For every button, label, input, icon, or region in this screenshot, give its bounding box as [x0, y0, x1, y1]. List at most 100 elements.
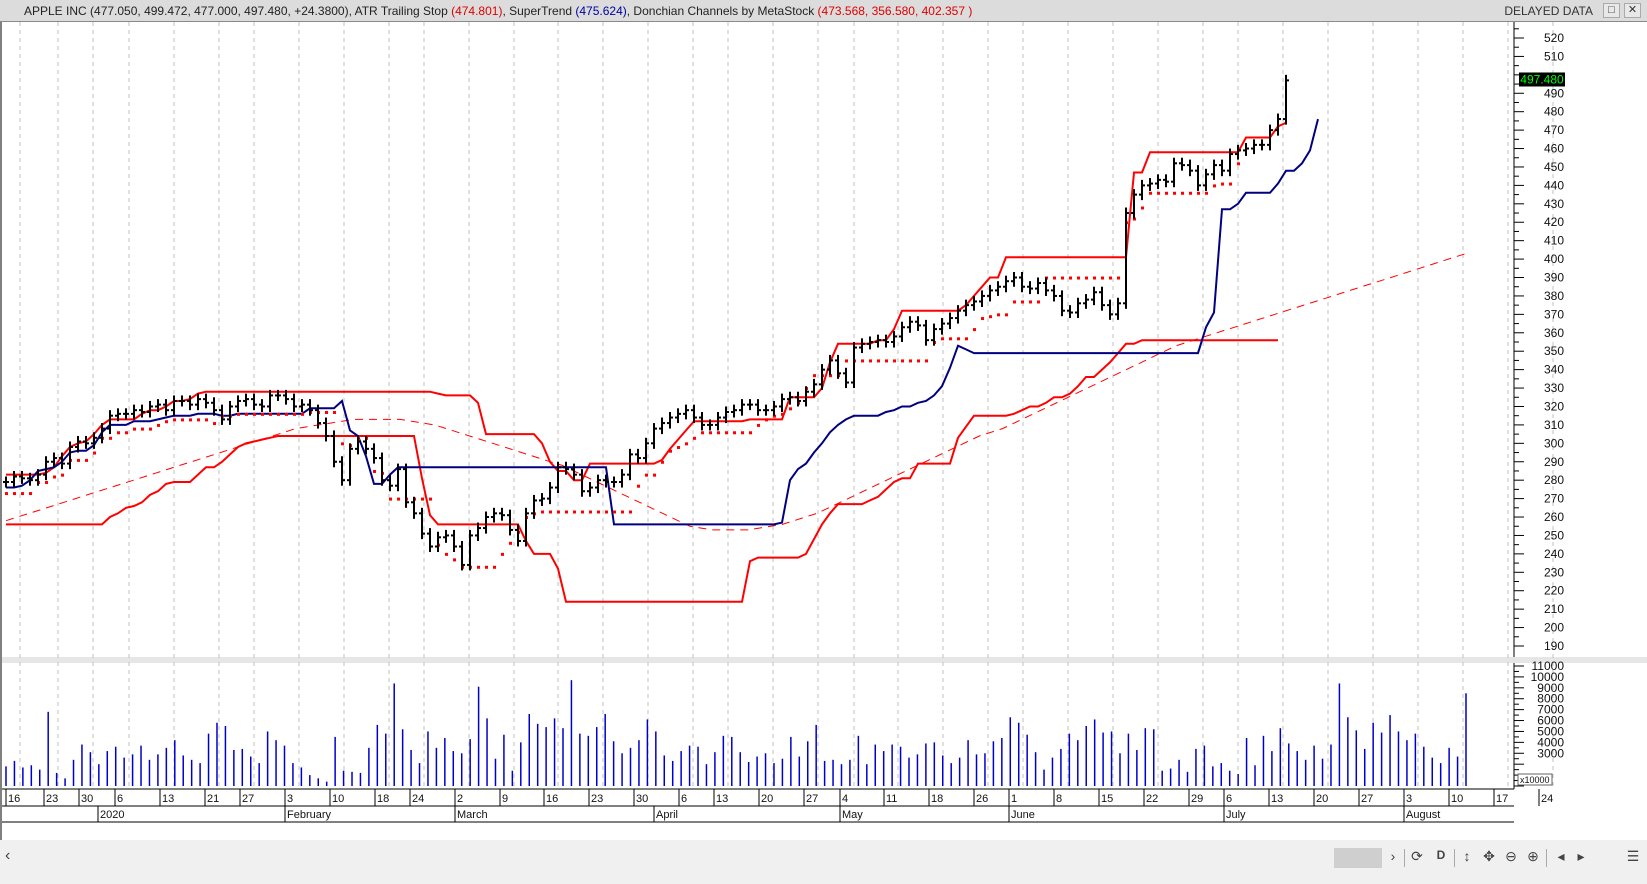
atr-stop-dot	[709, 431, 712, 435]
price-tick-label: 400	[1544, 252, 1564, 266]
atr-stop-dot	[277, 412, 280, 416]
month-label: August	[1406, 809, 1440, 821]
atr-stop-dot	[861, 359, 864, 363]
price-panel	[2, 22, 1514, 657]
refresh-icon[interactable]: ⟳	[1411, 848, 1423, 864]
atr-stop-dot	[261, 412, 264, 416]
day-label: 16	[546, 793, 558, 805]
restore-icon[interactable]: □	[1603, 3, 1620, 18]
day-label: 6	[1226, 793, 1232, 805]
close-icon[interactable]: ✕	[1624, 3, 1641, 18]
atr-stop-dot	[669, 449, 672, 453]
atr-stop-dot	[789, 407, 792, 411]
atr-stop-dot	[877, 359, 880, 363]
atr-stop-dot	[645, 473, 648, 477]
price-tick-label: 330	[1544, 381, 1564, 395]
supertrend-value: (475.624)	[575, 4, 627, 18]
pan-icon[interactable]: ✥	[1483, 848, 1495, 864]
atr-stop-dot	[181, 418, 184, 422]
last-price-value: 497.480	[1520, 72, 1564, 86]
donchian-upper-line	[6, 121, 1287, 482]
price-tick-label: 340	[1544, 363, 1564, 377]
atr-stop-dot	[1237, 162, 1240, 166]
atr-stop-dot	[1013, 300, 1016, 304]
day-label: 21	[207, 793, 219, 805]
donchian-value: (473.568, 356.580, 402.357 )	[817, 4, 973, 18]
atr-stop-dot	[685, 442, 688, 446]
atr-stop-dot	[893, 359, 896, 363]
panel-splitter	[2, 657, 1647, 663]
zoom-out-icon[interactable]: ⊖	[1505, 848, 1517, 864]
supertrend-line	[6, 118, 1319, 526]
day-label: 30	[636, 793, 648, 805]
month-label: June	[1011, 809, 1035, 821]
price-tick-label: 420	[1544, 215, 1564, 229]
atr-stop-dot	[165, 420, 168, 424]
menu-icon[interactable]: ☰	[1626, 848, 1640, 864]
volume-tick-label: 3000	[1537, 746, 1564, 760]
atr-stop-dot	[45, 481, 48, 485]
atr-stop-dot	[901, 359, 904, 363]
volume-tick-label: 10000	[1531, 670, 1565, 684]
day-label: 13	[162, 793, 174, 805]
atr-stop-dot	[621, 510, 624, 514]
atr-stop-dot	[1173, 191, 1176, 195]
atr-stop-dot	[493, 565, 496, 569]
atr-stop-dot	[677, 446, 680, 450]
delayed-data-label: DELAYED DATA	[1504, 4, 1593, 18]
last-price-tag	[1519, 72, 1565, 87]
month-label: 2020	[100, 809, 124, 821]
atr-stop-dot	[925, 359, 928, 363]
atr-stop-dot	[957, 337, 960, 341]
price-tick-label: 480	[1544, 105, 1564, 119]
volume-tick-label: 8000	[1537, 692, 1564, 706]
price-tick-label: 190	[1544, 639, 1564, 653]
price-volume-chart[interactable]: 5205104904804704604504404304204104003903…	[2, 22, 1647, 840]
price-tick-label: 380	[1544, 289, 1564, 303]
next-icon[interactable]: ▸	[1577, 848, 1585, 864]
atr-stop-dot	[141, 427, 144, 431]
atr-stop-dot	[285, 412, 288, 416]
atr-stop-dot	[5, 492, 8, 496]
atr-stop-dot	[189, 418, 192, 422]
atr-stop-dot	[1165, 191, 1168, 195]
atr-stop-dot	[445, 552, 448, 556]
scroll-right-button[interactable]: ›	[1390, 848, 1396, 864]
atr-stop-dot	[1157, 191, 1160, 195]
scroll-left-button[interactable]: ‹	[5, 847, 11, 864]
atr-stop-dot	[245, 412, 248, 416]
price-tick-label: 270	[1544, 492, 1564, 506]
atr-stop-dot	[157, 423, 160, 427]
price-tick-label: 310	[1544, 418, 1564, 432]
day-label: 23	[46, 793, 58, 805]
atr-stop-dot	[205, 418, 208, 422]
atr-stop-dot	[237, 412, 240, 416]
atr-stop-dot	[1133, 217, 1136, 221]
atr-stop-dot	[53, 475, 56, 479]
atr-stop-dot	[1021, 300, 1024, 304]
day-label: 18	[377, 793, 389, 805]
price-tick-label: 390	[1544, 271, 1564, 285]
chart-area[interactable]: 520 510 490 480 470 460 450 440 430 420 410 400 390 3…	[0, 22, 1647, 840]
price-tick-label: 490	[1544, 86, 1564, 100]
atr-stop-dot	[701, 431, 704, 435]
atr-stop-dot	[301, 412, 304, 416]
prev-icon[interactable]: ◂	[1557, 848, 1565, 864]
atr-stop-dot	[581, 510, 584, 514]
atr-stop-dot	[421, 497, 424, 501]
symbol-ohlc: APPLE INC (477.050, 499.472, 477.000, 49…	[24, 4, 355, 18]
atr-stop-dot	[757, 423, 760, 427]
atr-stop-dot	[749, 431, 752, 435]
atr-stop-dot	[973, 328, 976, 332]
period-daily-button[interactable]: D	[1436, 848, 1446, 862]
atr-stop-dot	[813, 374, 816, 378]
atr-stop-dot	[949, 337, 952, 341]
zoom-in-icon[interactable]: ⊕	[1527, 848, 1539, 864]
atr-stop-dot	[213, 422, 216, 426]
month-label: July	[1226, 809, 1246, 821]
vertical-scale-icon[interactable]: ↕	[1463, 848, 1471, 864]
atr-stop-dot	[733, 431, 736, 435]
scrollbar-thumb[interactable]	[1334, 848, 1382, 868]
atr-stop-dot	[1093, 276, 1096, 280]
atr-stop-dot	[829, 374, 832, 378]
